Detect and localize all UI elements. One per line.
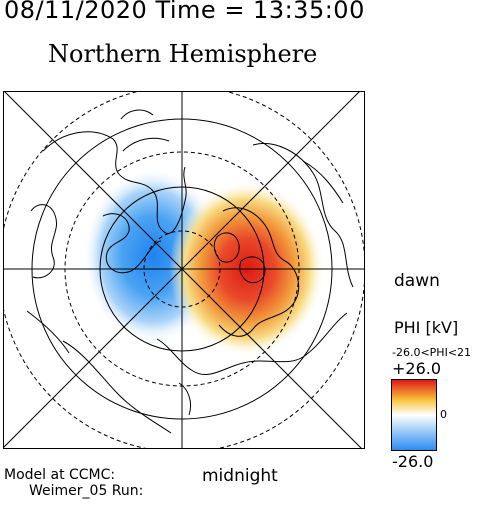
hemisphere-title: Northern Hemisphere bbox=[48, 40, 318, 68]
colorbar-zero-label: 0 bbox=[440, 408, 447, 421]
coastlines bbox=[26, 109, 354, 434]
colorbar-max-label: +26.0 bbox=[392, 359, 442, 378]
map-frame bbox=[3, 91, 365, 449]
model-credit: Model at CCMC: bbox=[4, 467, 116, 483]
colorbar bbox=[391, 379, 437, 451]
colorbar-title: PHI [kV] bbox=[394, 318, 459, 337]
colorbar-range: -26.0<PHI<21 bbox=[392, 346, 472, 359]
run-credit: Weimer_05 Run: bbox=[29, 483, 144, 499]
timestamp-title: 08/11/2020 Time = 13:35:00 bbox=[4, 0, 365, 24]
colorbar-min-label: -26.0 bbox=[392, 452, 434, 471]
dawn-label: dawn bbox=[394, 271, 440, 291]
meridian-lines bbox=[3, 91, 365, 449]
polar-potential-map bbox=[3, 91, 365, 449]
midnight-label: midnight bbox=[202, 466, 278, 486]
